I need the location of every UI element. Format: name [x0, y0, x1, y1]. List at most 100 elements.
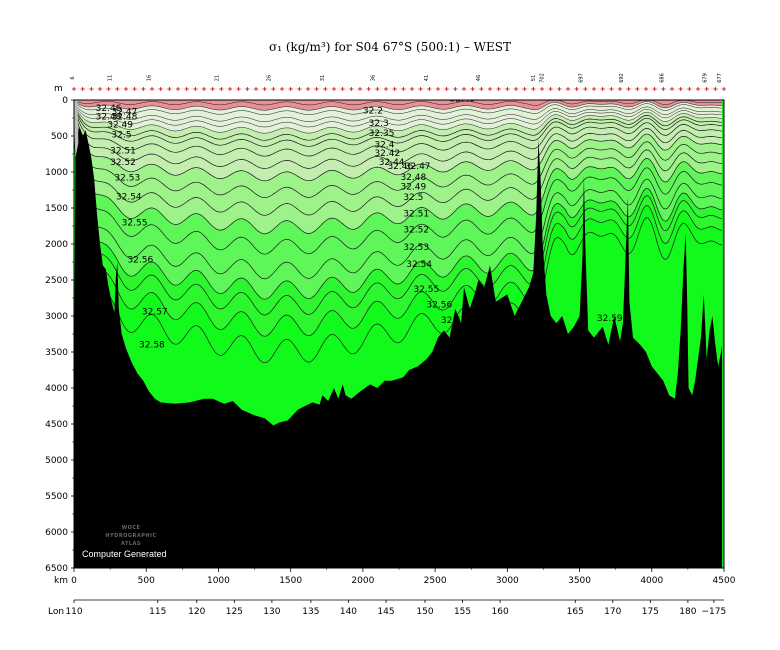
contour-label: 32.58: [139, 341, 165, 351]
seafloor: [74, 127, 724, 568]
contour-label: 32.4: [374, 141, 394, 151]
station-label: 26: [266, 75, 272, 81]
contour-label: 32.57: [441, 316, 467, 326]
isopycnal-line: [74, 105, 724, 141]
station-label: 686: [659, 73, 665, 83]
contour-label: 32.2: [363, 107, 383, 117]
coastal-wedge: [74, 100, 79, 158]
x-tick-label: 2500: [424, 576, 447, 586]
lon-tick-label: 140: [340, 607, 357, 617]
lon-tick-label: 135: [302, 607, 319, 617]
y-tick-label: 5500: [45, 492, 68, 502]
lon-tick-label: 150: [416, 607, 433, 617]
station-label: 46: [476, 75, 482, 81]
contour-label: 32.48: [96, 112, 122, 122]
contour-label: 32.47: [112, 107, 138, 117]
y-tick-label: 6500: [45, 564, 68, 574]
station-label: 21: [214, 75, 220, 81]
station-label: 692: [619, 73, 625, 83]
x-tick-label: 4000: [640, 576, 663, 586]
contour-label: 32.56: [426, 300, 452, 310]
lon-tick-label: 125: [226, 607, 243, 617]
contour-label: 32.51: [110, 146, 136, 156]
station-label: 6: [70, 76, 76, 79]
contour-label: 32.49: [107, 120, 133, 130]
isopycnal-line: [74, 134, 724, 364]
contour-label: 32.52: [403, 225, 429, 235]
isopycnal-line: [74, 123, 724, 280]
station-label: 11: [108, 75, 114, 81]
station-label: 31: [320, 75, 326, 81]
contour-label: 32.42: [374, 149, 400, 159]
contour-label: 32.44: [379, 158, 405, 168]
x-tick-label: 3500: [568, 576, 591, 586]
isopycnal-line: [74, 103, 724, 128]
y-tick-label: 3500: [45, 348, 68, 358]
y-tick-label: 4000: [45, 384, 68, 394]
x-tick-label: 1500: [279, 576, 302, 586]
station-label: 679: [703, 73, 709, 83]
isopycnal-line: [74, 126, 724, 300]
station-label: 677: [717, 73, 723, 83]
isopycnal-line: [74, 107, 724, 157]
contour-label: 32.57: [142, 308, 168, 318]
contour-label: 32.49: [450, 94, 476, 104]
lon-tick-label: 175: [642, 607, 659, 617]
lon-tick-label: 130: [263, 607, 280, 617]
contour-label: 32.46: [387, 162, 413, 172]
y-tick-label: 1500: [45, 204, 68, 214]
isopycnal-line: [74, 105, 724, 147]
contour-label: 32: [438, 343, 449, 353]
station-label: 36: [370, 75, 376, 81]
lon-tick-label: 155: [454, 607, 471, 617]
isopycnal-line: [74, 102, 724, 122]
y-tick-label: 1000: [45, 168, 68, 178]
x-axis-label: km: [54, 576, 68, 586]
contour-label: 32.51: [403, 210, 429, 220]
contour-label: 32.3: [369, 119, 389, 129]
x-tick-label: 1000: [207, 576, 230, 586]
isopycnal-line: [74, 128, 724, 316]
station-label: 41: [424, 75, 430, 81]
lon-tick-label: 180: [679, 607, 696, 617]
isopycnal-line: [74, 112, 724, 199]
isopycnal-line: [74, 110, 724, 182]
contour-label: 32.55: [122, 218, 148, 228]
isopycnal-line: [74, 100, 724, 106]
x-tick-label: 0: [71, 576, 77, 586]
lon-tick-label: 160: [492, 607, 509, 617]
lon-tick-label: 115: [149, 607, 166, 617]
isopycnal-line: [74, 115, 724, 216]
isopycnal-line: [74, 108, 724, 169]
contour-label: 32.56: [127, 256, 153, 266]
plot-area: 32.4632.4732.4832.4832.4932.532.5132.523…: [74, 94, 724, 568]
contour-label: 32.53: [114, 174, 140, 184]
y-tick-label: 6000: [45, 528, 68, 538]
y-axis-label: m: [54, 84, 63, 94]
lon-tick-label: 120: [188, 607, 205, 617]
station-label: 16: [147, 75, 153, 81]
isopycnal-line: [74, 104, 724, 134]
lon-tick-label: 145: [377, 607, 394, 617]
contour-label: 32.52: [110, 158, 136, 168]
station-label: 702: [539, 73, 545, 83]
y-tick-label: 5000: [45, 456, 68, 466]
y-tick-label: 500: [51, 132, 68, 142]
credit-text: Computer Generated: [82, 549, 167, 559]
contour-label: 32.59: [597, 314, 623, 324]
lon-tick-label: 165: [567, 607, 584, 617]
contour-label: 32.54: [116, 192, 142, 202]
station-label: 51: [531, 75, 537, 81]
lon-tick-label: 170: [604, 607, 621, 617]
contour-label: 32.55: [413, 285, 439, 295]
contour-label: 32.35: [369, 129, 395, 139]
station-label: 697: [578, 73, 584, 83]
contour-label: 32.48: [112, 112, 138, 122]
isopycnal-line: [74, 101, 724, 115]
lon-axis-label: Lon: [48, 607, 64, 617]
isopycnal-line: [74, 120, 724, 255]
isopycnal-line: [74, 100, 724, 111]
y-tick-label: 2500: [45, 276, 68, 286]
contour-label: 32.49: [400, 182, 426, 192]
